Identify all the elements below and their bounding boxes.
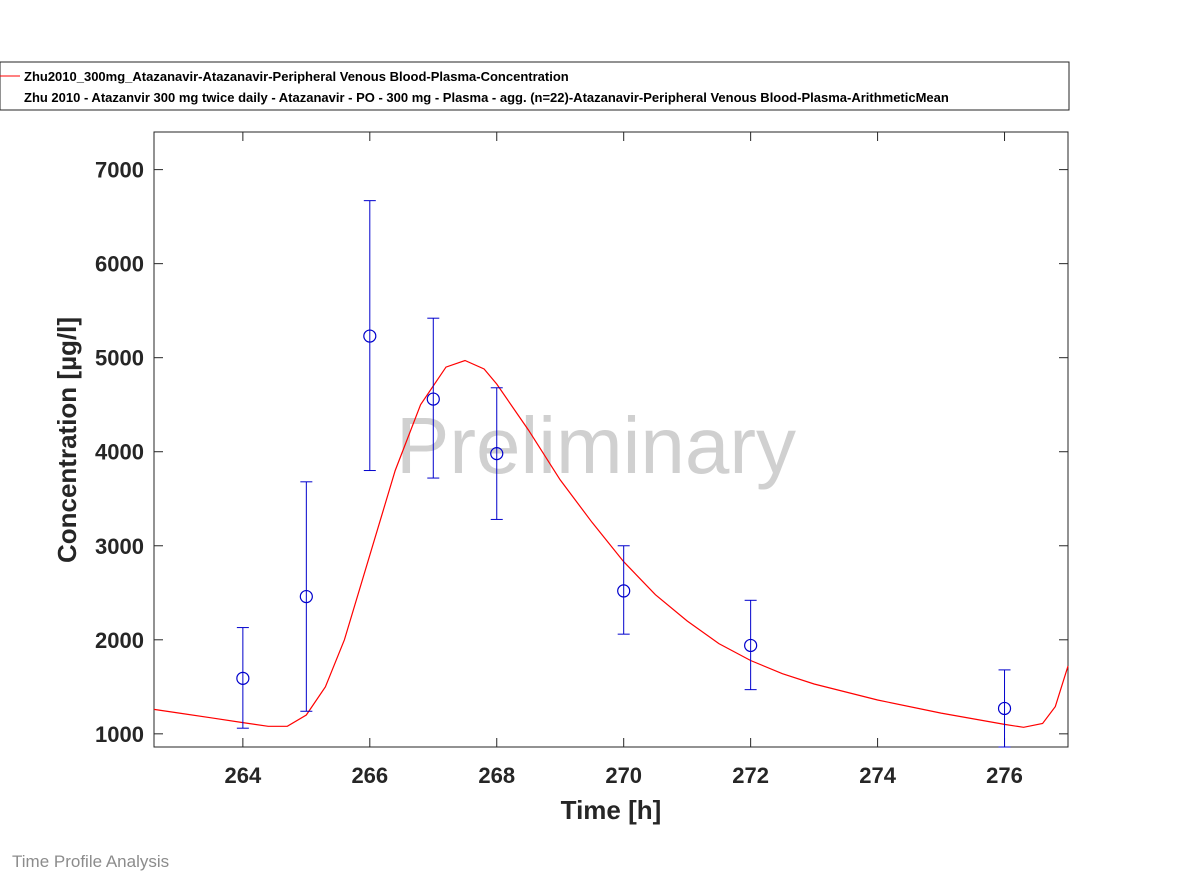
legend: Zhu2010_300mg_Atazanavir-Atazanavir-Peri… — [0, 61, 1070, 111]
observed-points — [236, 200, 1012, 748]
y-tick-label: 5000 — [95, 346, 144, 371]
legend-box — [0, 61, 1070, 111]
observed-point — [997, 669, 1012, 748]
observed-point — [490, 387, 504, 520]
observed-marker — [617, 584, 631, 598]
x-tick-label: 266 — [351, 763, 388, 788]
axis-ticks — [154, 132, 1068, 747]
x-tick-label: 264 — [225, 763, 262, 788]
observed-point — [363, 200, 377, 472]
y-tick-label: 7000 — [95, 158, 144, 183]
observed-point — [236, 627, 250, 729]
y-tick-label: 3000 — [95, 534, 144, 559]
y-tick-labels: 1000 2000 3000 4000 5000 6000 7000 — [95, 158, 144, 747]
observed-point — [426, 317, 440, 479]
observed-marker — [299, 589, 313, 604]
x-tick-label: 268 — [478, 763, 515, 788]
observed-marker — [997, 701, 1012, 716]
x-tick-labels: 264 266 268 270 272 274 276 — [225, 763, 1023, 788]
legend-entry-simulation: Zhu2010_300mg_Atazanavir-Atazanavir-Peri… — [24, 69, 569, 84]
observed-marker — [744, 638, 758, 653]
x-tick-label: 276 — [986, 763, 1023, 788]
x-tick-label: 270 — [605, 763, 642, 788]
simulation-line — [153, 359, 1069, 728]
y-tick-label: 6000 — [95, 252, 144, 277]
y-tick-label: 2000 — [95, 628, 144, 653]
observed-marker — [426, 392, 440, 406]
x-tick-label: 272 — [732, 763, 769, 788]
y-tick-label: 4000 — [95, 440, 144, 465]
footer-label: Time Profile Analysis — [12, 852, 170, 871]
x-axis-title: Time [h] — [561, 795, 662, 825]
watermark: Preliminary — [396, 401, 796, 490]
observed-point — [744, 599, 758, 691]
observed-marker — [490, 447, 504, 461]
y-tick-label: 1000 — [95, 722, 144, 747]
observed-point — [299, 481, 313, 712]
y-axis-title: Concentration [µg/l] — [52, 317, 82, 563]
x-tick-label: 274 — [859, 763, 896, 788]
observed-point — [617, 545, 631, 635]
observed-marker — [363, 329, 377, 343]
legend-entry-observed: Zhu 2010 - Atazanvir 300 mg twice daily … — [24, 90, 949, 105]
observed-marker — [236, 671, 250, 685]
